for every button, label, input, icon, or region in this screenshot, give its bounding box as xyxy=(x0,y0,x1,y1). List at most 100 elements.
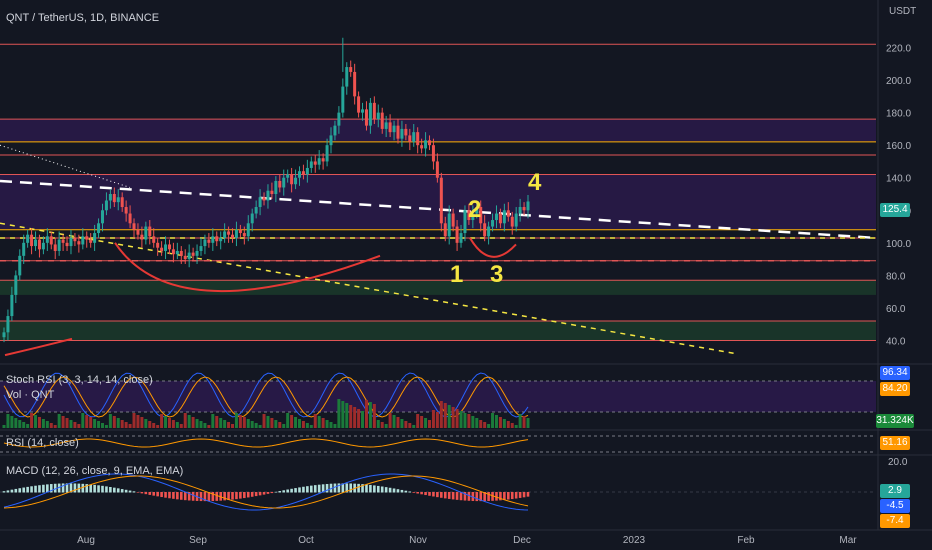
volume-bar xyxy=(37,417,41,428)
candle-body xyxy=(475,207,479,214)
macd-hist-bar xyxy=(376,485,380,493)
candle-body xyxy=(215,236,219,242)
ascending-support-line xyxy=(0,222,736,355)
macd-hist-bar xyxy=(518,492,522,498)
time-tick-label: Nov xyxy=(409,535,427,546)
macd-hist-bar xyxy=(361,484,364,493)
volume-bar xyxy=(274,420,278,428)
volume-bar xyxy=(400,419,404,428)
candle-body xyxy=(297,171,301,178)
volume-bar xyxy=(514,425,518,428)
candle-body xyxy=(380,112,384,129)
volume-title[interactable]: Vol · QNT xyxy=(6,389,55,401)
annotation-4: 4 xyxy=(528,169,542,196)
rsi-title[interactable]: RSI (14, close) xyxy=(6,437,79,449)
macd-hist-bar xyxy=(187,492,191,501)
stoch-rsi-title[interactable]: Stoch RSI (3, 3, 14, 14, close) xyxy=(6,374,153,386)
zone-purple xyxy=(0,174,876,230)
candle-body xyxy=(471,213,475,221)
candle-body xyxy=(518,207,522,214)
macd-hist-bar xyxy=(105,486,108,493)
trendlines xyxy=(0,144,877,357)
macd-hist-bar xyxy=(471,492,475,501)
volume-bar xyxy=(337,399,341,428)
pattern-annotations: 1 2 3 4 xyxy=(450,169,542,288)
macd-hist-bar xyxy=(412,492,416,493)
volume-bar xyxy=(282,424,286,428)
candle-body xyxy=(301,171,305,175)
candle-body xyxy=(250,213,254,224)
price-axis: 220.0200.0180.0160.0140.0120.0100.080.06… xyxy=(877,0,911,530)
candle-body xyxy=(144,226,148,240)
volume-bar xyxy=(376,420,380,428)
candle-body xyxy=(211,236,215,243)
candle-body xyxy=(305,167,309,175)
candle-body xyxy=(85,236,89,240)
macd-hist-bar xyxy=(313,485,317,493)
volume-bar xyxy=(45,421,49,428)
candle-body xyxy=(325,145,329,162)
macd-hist-bar xyxy=(57,483,61,493)
candle-body xyxy=(491,220,495,227)
volume-bar xyxy=(227,422,231,428)
volume-bar xyxy=(494,415,498,428)
macd-hist-bar xyxy=(46,484,49,493)
candle-body xyxy=(439,177,443,224)
macd-hist-bar xyxy=(97,485,100,493)
small-curve xyxy=(4,337,73,357)
candle-body xyxy=(498,213,502,224)
volume-bar xyxy=(506,421,510,428)
volume-bar xyxy=(420,416,424,428)
candle-body xyxy=(120,197,124,208)
volume-bar xyxy=(424,418,428,428)
price-zones xyxy=(0,119,876,341)
volume-bar xyxy=(49,423,53,428)
price-tick-label: 100.0 xyxy=(886,239,911,250)
rsi-badge: 51.16 xyxy=(880,436,910,450)
candle-body xyxy=(506,210,510,217)
candle-body xyxy=(234,229,238,238)
volume-bar xyxy=(152,423,156,428)
volume-bar xyxy=(463,413,467,428)
macd-hist-bar xyxy=(69,483,73,493)
volume-bar xyxy=(144,419,148,428)
candle-body xyxy=(207,239,211,243)
macd-signal-line xyxy=(3,475,529,509)
volume-bar xyxy=(443,403,447,428)
volume-bar xyxy=(242,417,246,428)
candle-body xyxy=(443,223,447,237)
macd-hist-bar xyxy=(294,488,297,493)
macd-hist-bar xyxy=(408,491,412,493)
volume-bar xyxy=(309,425,313,428)
macd-hist-bar xyxy=(266,492,270,494)
macd-hist-bar xyxy=(61,483,65,493)
macd-hist-bar xyxy=(317,484,321,493)
indicator-panes xyxy=(0,363,932,531)
macd-hist-bar xyxy=(479,492,483,502)
macd-hist-bar xyxy=(388,487,392,493)
volume-bar xyxy=(128,424,132,428)
volume-bar xyxy=(333,424,337,428)
candle-body xyxy=(345,67,349,87)
candle-body xyxy=(368,102,372,126)
candlestick-series xyxy=(2,37,530,343)
volume-bar xyxy=(215,416,219,428)
rsi-line xyxy=(3,438,529,448)
candle-body xyxy=(416,132,420,146)
macd-hist-bar xyxy=(18,488,22,493)
candle-body xyxy=(294,177,298,185)
candle-body xyxy=(108,194,112,201)
candle-body xyxy=(321,158,325,162)
volume-bar xyxy=(467,414,471,428)
macd-title[interactable]: MACD (12, 26, close, 9, EMA, EMA) xyxy=(6,465,184,477)
volume-bar xyxy=(479,420,483,428)
volume-bar xyxy=(199,421,203,428)
volume-bar xyxy=(404,421,408,428)
macd-hist-bar xyxy=(10,489,14,493)
candle-body xyxy=(274,180,278,194)
macd-hist-bar xyxy=(156,492,159,497)
macd-hist-bar xyxy=(380,486,384,493)
volume-bar xyxy=(85,415,89,428)
volume-bar xyxy=(2,425,6,428)
